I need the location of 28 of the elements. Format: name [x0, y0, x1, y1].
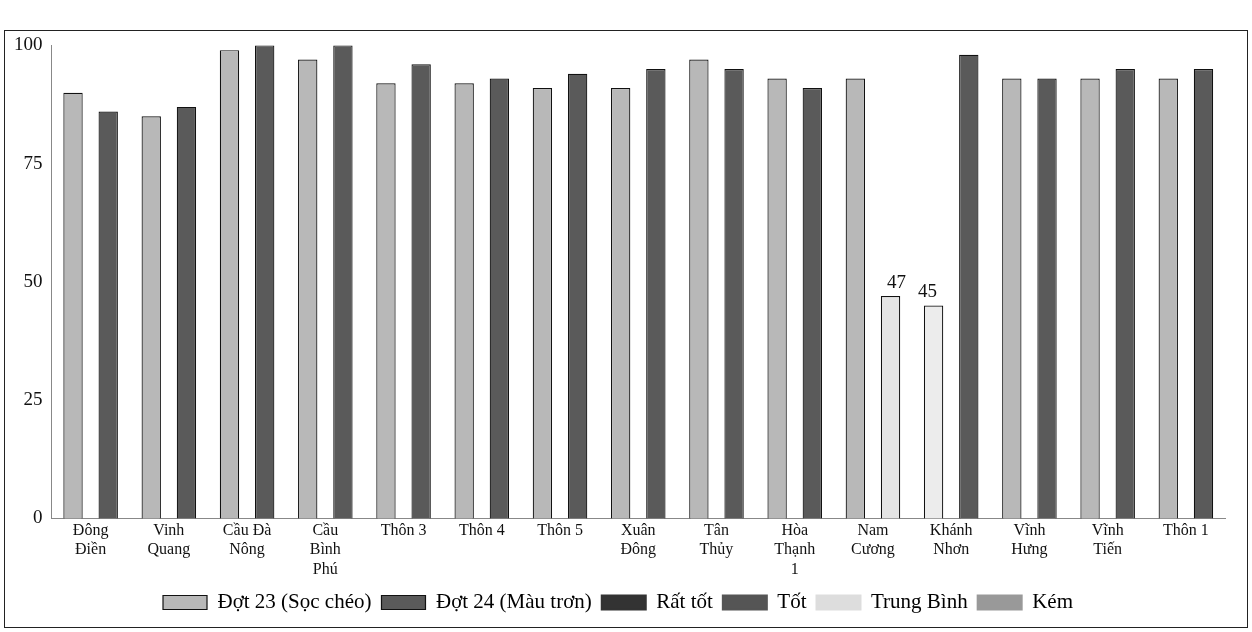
legend-label: Đợt 23 (Sọc chéo)	[217, 589, 372, 614]
x-tick-label: Hòa Thạnh 1	[774, 521, 816, 577]
legend-label: Rất tốt	[656, 589, 713, 614]
x-tick-label: Vinh Quang	[147, 521, 191, 559]
y-tick-label: 50	[23, 269, 43, 291]
legend-label: Trung Bình	[871, 589, 969, 614]
x-tick-label: Thôn 5	[537, 521, 583, 539]
y-tick-label: 0	[33, 506, 43, 528]
x-tick-label: Khánh Nhơn	[929, 521, 973, 558]
data-label: 45	[918, 280, 938, 302]
x-tick-label: Thôn 3	[380, 521, 427, 539]
x-tick-label: Cầu Đà Nông	[222, 521, 272, 559]
x-tick-label: Vĩnh Tiến	[1091, 521, 1124, 558]
x-tick-label: Thôn 4	[458, 521, 505, 539]
x-tick-label: Nam Cương	[851, 521, 895, 559]
x-tick-label: Xuân Đông	[620, 521, 657, 559]
legend-label: Kém	[1032, 589, 1073, 614]
y-tick-label: 25	[23, 388, 43, 410]
x-tick-label: Cầu Bình Phú	[309, 521, 341, 577]
y-tick-label: 100	[14, 33, 43, 55]
x-tick-label: Vĩnh Hưng	[1011, 521, 1048, 559]
legend-label: Tốt	[777, 589, 807, 614]
y-tick-label: 75	[23, 151, 43, 173]
x-tick-label: Tân Thủy	[699, 521, 734, 559]
data-label: 47	[887, 270, 907, 292]
legend-label: Đợt 24 (Màu trơn)	[435, 589, 592, 614]
x-tick-label: Thôn 1	[1162, 521, 1209, 539]
x-tick-label: Đông Điền	[72, 521, 109, 558]
